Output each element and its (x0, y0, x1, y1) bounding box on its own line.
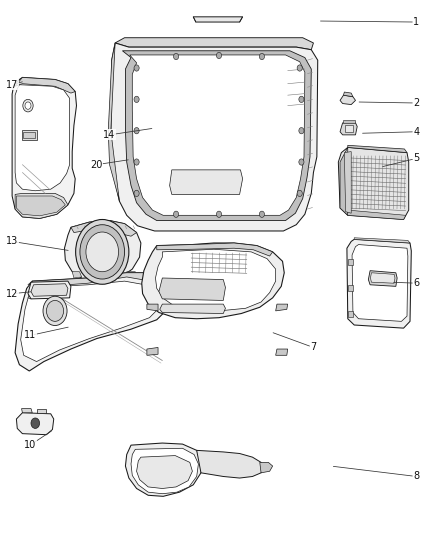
Polygon shape (21, 130, 36, 140)
Circle shape (297, 190, 302, 197)
Polygon shape (108, 43, 120, 201)
Polygon shape (348, 146, 407, 152)
Polygon shape (344, 151, 351, 213)
Text: 8: 8 (413, 472, 420, 481)
Polygon shape (348, 259, 353, 265)
Polygon shape (160, 304, 226, 313)
Text: 14: 14 (103, 130, 116, 140)
Polygon shape (155, 249, 276, 311)
Polygon shape (64, 221, 141, 281)
Polygon shape (147, 348, 158, 356)
Polygon shape (159, 278, 226, 301)
Polygon shape (354, 238, 410, 243)
Circle shape (173, 211, 179, 217)
Text: 1: 1 (413, 17, 420, 27)
Polygon shape (347, 239, 411, 328)
Polygon shape (348, 285, 353, 291)
Circle shape (25, 102, 31, 109)
Polygon shape (125, 443, 203, 496)
Text: 17: 17 (6, 80, 18, 90)
Text: 11: 11 (24, 330, 36, 341)
Circle shape (134, 127, 139, 134)
Polygon shape (276, 304, 288, 311)
Circle shape (216, 52, 222, 59)
Polygon shape (348, 210, 406, 220)
Polygon shape (368, 271, 397, 286)
Circle shape (299, 127, 304, 134)
Polygon shape (12, 77, 77, 219)
Polygon shape (137, 456, 192, 488)
Circle shape (23, 99, 33, 112)
Polygon shape (352, 245, 408, 321)
Circle shape (216, 211, 222, 217)
Polygon shape (16, 413, 54, 435)
Circle shape (299, 96, 304, 102)
Circle shape (297, 65, 302, 71)
Polygon shape (15, 193, 68, 219)
Text: 7: 7 (310, 343, 317, 352)
Polygon shape (31, 284, 68, 296)
Circle shape (259, 211, 265, 217)
Polygon shape (338, 148, 409, 220)
Polygon shape (28, 281, 71, 299)
Polygon shape (260, 463, 272, 473)
Text: 10: 10 (24, 440, 36, 450)
Polygon shape (340, 123, 357, 135)
Text: 6: 6 (413, 278, 420, 288)
Polygon shape (343, 120, 356, 123)
Polygon shape (343, 92, 353, 97)
Polygon shape (197, 450, 264, 478)
Polygon shape (348, 311, 353, 317)
Polygon shape (193, 17, 243, 22)
Text: 13: 13 (6, 237, 18, 246)
Circle shape (86, 232, 119, 272)
Polygon shape (72, 272, 81, 278)
Polygon shape (15, 273, 171, 371)
Polygon shape (21, 281, 162, 361)
Polygon shape (71, 221, 137, 236)
Circle shape (43, 296, 67, 326)
Circle shape (31, 418, 39, 429)
Polygon shape (157, 243, 272, 256)
Circle shape (80, 225, 124, 279)
Text: 5: 5 (413, 154, 420, 164)
Polygon shape (16, 196, 65, 216)
Circle shape (134, 159, 139, 165)
Polygon shape (340, 148, 348, 215)
Polygon shape (276, 349, 288, 356)
Polygon shape (36, 409, 46, 413)
Polygon shape (23, 132, 35, 138)
Circle shape (259, 53, 265, 60)
Polygon shape (345, 125, 353, 132)
Text: 12: 12 (6, 289, 18, 298)
Text: 20: 20 (91, 160, 103, 169)
Polygon shape (340, 95, 356, 104)
Polygon shape (111, 43, 318, 231)
Circle shape (76, 220, 129, 284)
Circle shape (134, 65, 139, 71)
Text: 2: 2 (413, 98, 420, 108)
Circle shape (134, 190, 139, 197)
Polygon shape (170, 170, 243, 195)
Polygon shape (21, 409, 32, 413)
Circle shape (134, 96, 139, 102)
Circle shape (299, 159, 304, 165)
Polygon shape (371, 273, 395, 283)
Polygon shape (32, 273, 167, 287)
Polygon shape (130, 55, 305, 215)
Polygon shape (123, 51, 311, 221)
Polygon shape (15, 85, 70, 191)
Polygon shape (131, 448, 198, 494)
Polygon shape (142, 243, 284, 319)
Polygon shape (15, 77, 75, 93)
Polygon shape (147, 304, 158, 311)
Circle shape (173, 53, 179, 60)
Circle shape (46, 301, 64, 321)
Polygon shape (115, 38, 314, 50)
Polygon shape (127, 272, 137, 277)
Text: 4: 4 (413, 127, 420, 137)
